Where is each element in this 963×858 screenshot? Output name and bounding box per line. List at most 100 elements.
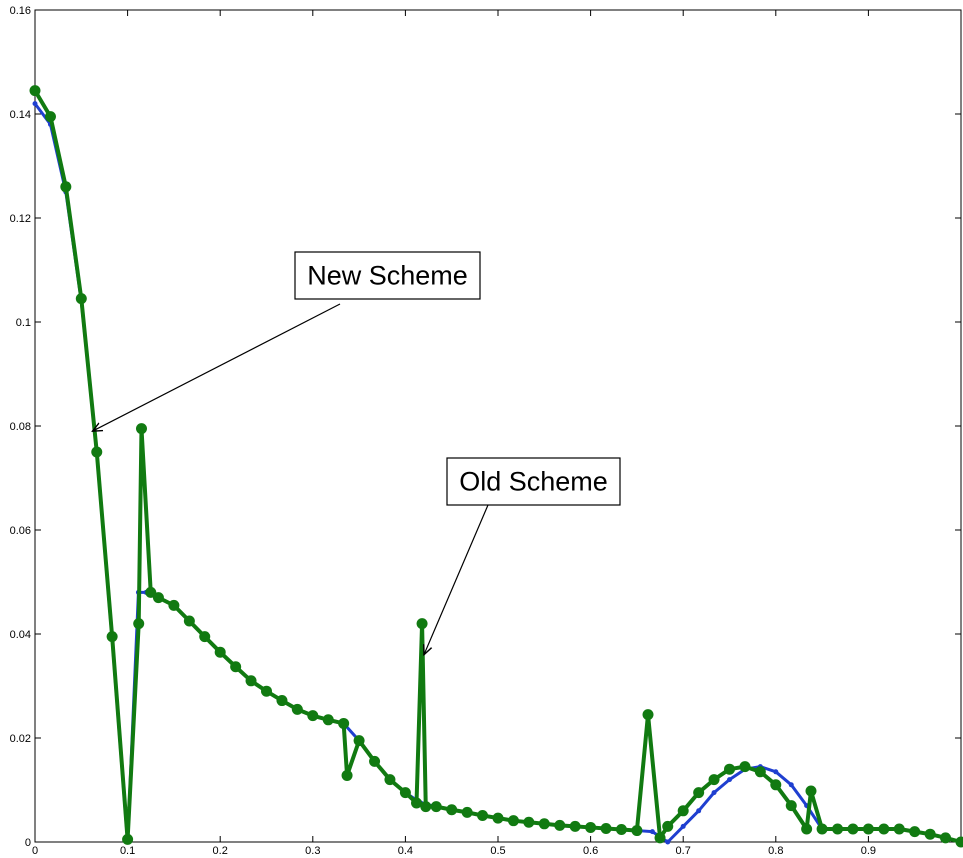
annotation-label: New Scheme bbox=[307, 261, 468, 291]
x-tick-label: 0.4 bbox=[398, 845, 413, 857]
old-scheme-point bbox=[770, 779, 782, 791]
old-scheme-point bbox=[122, 833, 134, 845]
new-scheme-annotation: New Scheme bbox=[92, 251, 481, 431]
old-scheme-point bbox=[554, 819, 566, 831]
annotation-arrow bbox=[424, 504, 489, 655]
old-scheme-point bbox=[693, 787, 705, 799]
old-scheme-point bbox=[754, 766, 766, 778]
old-scheme-point bbox=[461, 806, 473, 818]
plot-frame bbox=[34, 9, 962, 843]
y-tick-label: 0.08 bbox=[10, 421, 31, 433]
old-scheme-point bbox=[677, 805, 689, 817]
old-scheme-point bbox=[183, 615, 195, 627]
new-scheme-point bbox=[32, 101, 38, 107]
old-scheme-point bbox=[416, 618, 428, 630]
old-scheme-point bbox=[135, 423, 147, 435]
x-tick-label: 0.5 bbox=[490, 845, 505, 857]
y-tick-label: 0.16 bbox=[10, 5, 31, 17]
new-scheme-point bbox=[773, 769, 779, 775]
y-tick-label: 0.1 bbox=[16, 317, 31, 329]
old-scheme-point bbox=[909, 826, 921, 838]
old-scheme-point bbox=[152, 592, 164, 604]
old-scheme-point bbox=[291, 703, 303, 715]
x-tick-label: 0.1 bbox=[120, 845, 135, 857]
old-scheme-point bbox=[615, 824, 627, 836]
annotation-box bbox=[446, 457, 621, 506]
old-scheme-point bbox=[341, 769, 353, 781]
old-scheme-point bbox=[420, 801, 432, 813]
old-scheme-point bbox=[739, 761, 751, 773]
old-scheme-point bbox=[507, 815, 519, 827]
new-scheme-point bbox=[696, 808, 702, 814]
old-scheme-point bbox=[399, 787, 411, 799]
annotation-box bbox=[294, 251, 481, 300]
y-tick-label: 0 bbox=[25, 837, 31, 849]
old-scheme-point bbox=[29, 85, 41, 97]
old-scheme-point bbox=[940, 832, 952, 844]
axis-ticks bbox=[34, 9, 961, 843]
annotation-arrow bbox=[92, 303, 341, 431]
old-scheme-point bbox=[307, 710, 319, 722]
old-scheme-point bbox=[724, 763, 735, 775]
y-tick-label: 0.04 bbox=[10, 629, 31, 641]
old-scheme-point bbox=[801, 823, 813, 835]
old-scheme-point bbox=[91, 446, 103, 458]
y-tick-label: 0.14 bbox=[10, 109, 31, 121]
x-tick-label: 0.3 bbox=[305, 845, 320, 857]
old-scheme-point bbox=[75, 293, 87, 305]
x-tick-label: 0.6 bbox=[583, 845, 598, 857]
old-scheme-point bbox=[214, 646, 226, 658]
old-scheme-series bbox=[29, 85, 963, 848]
old-scheme-point bbox=[446, 804, 458, 816]
old-scheme-point bbox=[662, 820, 674, 832]
old-scheme-point bbox=[44, 111, 56, 123]
old-scheme-point bbox=[133, 618, 145, 630]
old-scheme-point bbox=[411, 797, 423, 809]
annotation-layer: New Scheme Old Scheme bbox=[92, 251, 621, 655]
old-scheme-point bbox=[847, 823, 859, 835]
x-tick-label: 0.9 bbox=[861, 845, 876, 857]
series-layer bbox=[29, 85, 963, 848]
old-scheme-point bbox=[261, 685, 272, 697]
y-tick-label: 0.12 bbox=[10, 213, 31, 225]
old-scheme-point bbox=[245, 675, 257, 687]
new-scheme-point bbox=[649, 829, 655, 835]
y-tick-label: 0.02 bbox=[10, 733, 31, 745]
old-scheme-point bbox=[893, 823, 905, 835]
old-scheme-point bbox=[492, 812, 504, 824]
old-scheme-point bbox=[60, 181, 72, 193]
old-scheme-point bbox=[878, 823, 890, 835]
old-scheme-point bbox=[816, 823, 828, 835]
old-scheme-point bbox=[430, 801, 442, 813]
old-scheme-point bbox=[642, 709, 654, 721]
old-scheme-point bbox=[600, 822, 612, 834]
x-tick-label: 0.2 bbox=[213, 845, 228, 857]
old-scheme-point bbox=[955, 836, 963, 848]
x-tick-label: 0.7 bbox=[676, 845, 691, 857]
old-scheme-point bbox=[585, 821, 597, 833]
y-tick-label: 0.06 bbox=[10, 525, 31, 537]
old-scheme-point bbox=[145, 586, 157, 598]
old-scheme-point bbox=[708, 774, 720, 786]
old-scheme-point bbox=[832, 823, 844, 835]
annotation-label: Old Scheme bbox=[459, 467, 608, 497]
old-scheme-point bbox=[338, 717, 350, 729]
old-scheme-point bbox=[538, 818, 550, 830]
old-scheme-point bbox=[168, 599, 180, 611]
x-tick-label: 0 bbox=[32, 845, 38, 857]
new-scheme-point bbox=[788, 782, 794, 788]
old-scheme-point bbox=[631, 825, 643, 837]
new-scheme-point bbox=[665, 839, 671, 845]
old-scheme-point bbox=[230, 661, 242, 673]
old-scheme-point bbox=[654, 832, 666, 844]
old-scheme-point bbox=[785, 800, 797, 812]
old-scheme-point bbox=[276, 695, 288, 707]
old-scheme-point bbox=[369, 755, 381, 767]
old-scheme-point bbox=[322, 714, 334, 726]
old-scheme-annotation: Old Scheme bbox=[424, 457, 621, 655]
tick-labels: 0 0.1 0.2 0.3 0.4 0.5 0.6 0.7 0.8 0.9 0 0.02 0.04 0.0… bbox=[10, 5, 876, 857]
old-scheme-point bbox=[477, 809, 489, 821]
old-scheme-point bbox=[106, 631, 118, 643]
new-scheme-point bbox=[727, 777, 732, 783]
